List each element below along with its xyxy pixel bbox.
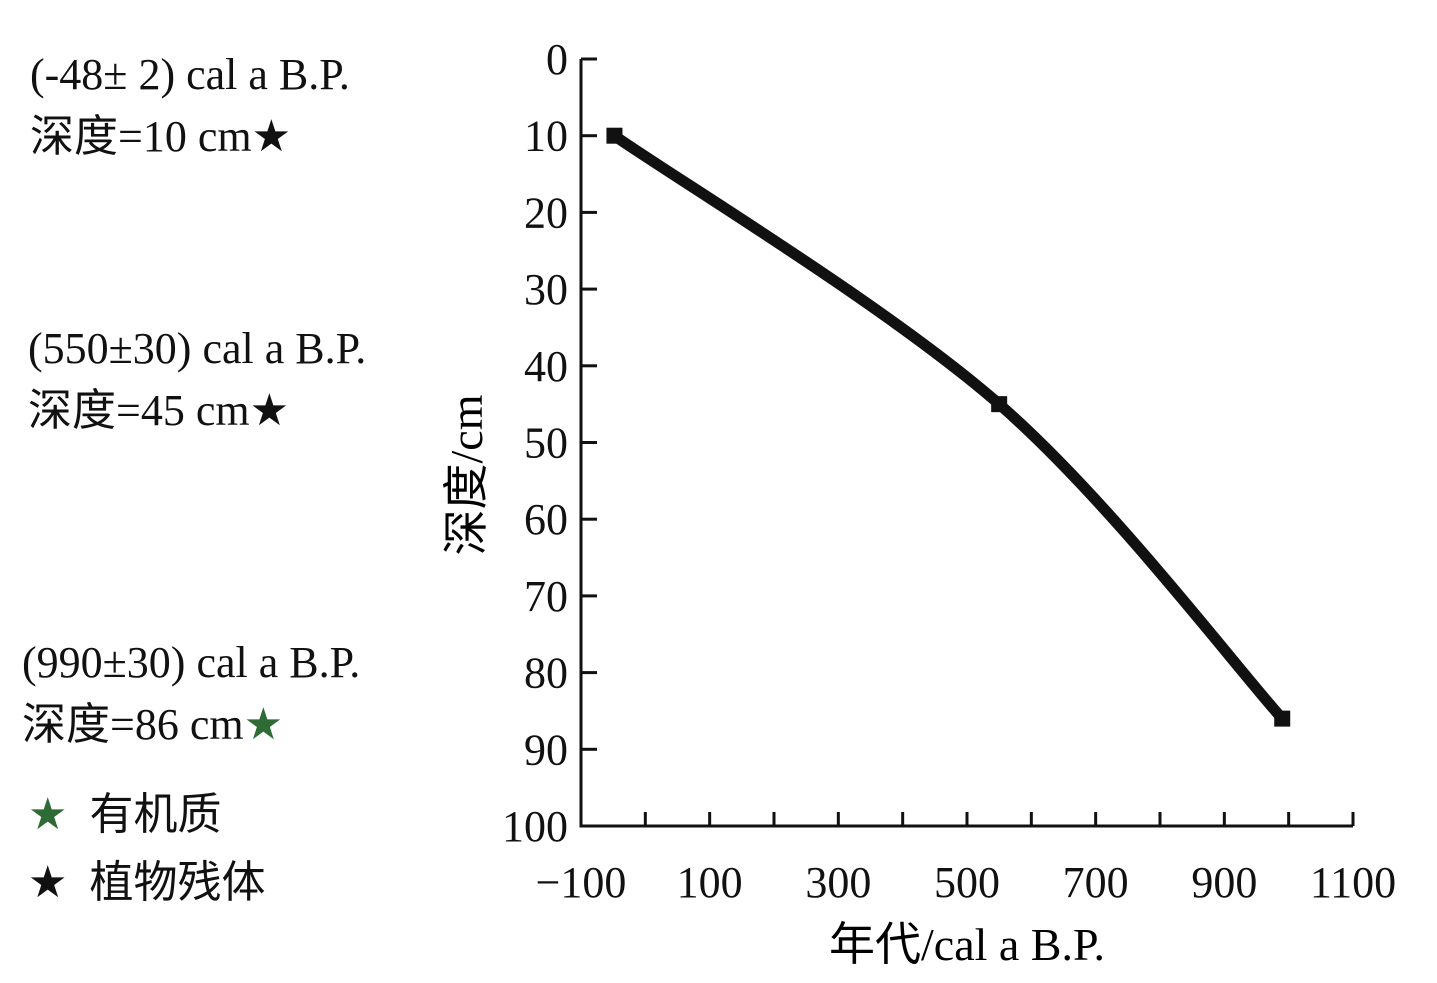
x-tick-label: 700 [1063,858,1129,907]
x-tick-label: 500 [934,858,1000,907]
y-tick-label: 100 [502,802,568,851]
annotation-depth: 深度=45 cm [28,386,250,435]
x-tick-label: −100 [536,858,627,907]
x-tick-label: 1100 [1310,858,1396,907]
y-tick-label: 90 [524,725,568,774]
y-tick-label: 60 [524,495,568,544]
x-tick-label: 900 [1191,858,1257,907]
annotation-sample-2: (550±30) cal a B.P. 深度=45 cm★ [28,318,366,442]
annotation-age: (550±30) cal a B.P. [28,324,367,373]
legend-label: 有机质 [89,790,222,839]
data-point [991,396,1008,413]
annotation-depth: 深度=10 cm [30,112,252,161]
y-tick-label: 50 [524,419,568,468]
data-point [1274,710,1291,727]
x-tick-label: 100 [677,858,743,907]
annotation-sample-3: (990±30) cal a B.P. 深度=86 cm★ [22,632,360,756]
annotation-age: (-48± 2) cal a B.P. [30,50,350,99]
y-tick-label: 20 [524,188,568,237]
annotation-depth-line: 深度=86 cm★ [22,694,360,756]
series-markers [606,127,1291,727]
y-tick-label: 30 [524,265,568,314]
annotation-depth-line: 深度=10 cm★ [30,106,350,168]
legend-item-plant-residue: ★ 植物残体 [28,846,265,910]
annotation-sample-1: (-48± 2) cal a B.P. 深度=10 cm★ [30,44,350,168]
legend-item-organic: ★ 有机质 [28,778,221,842]
y-tick-label: 80 [524,649,568,698]
x-axis-ticks: −100 100 300 500 700 900 1100 [536,812,1396,907]
y-tick-label: 40 [524,342,568,391]
y-axis-label: 深度/cm [441,394,492,555]
annotation-depth-line: 深度=45 cm★ [28,380,366,442]
y-axis-ticks: 0 10 20 30 40 50 60 70 80 90 100 [502,35,597,851]
x-axis-label: 年代/cal a B.P. [829,919,1105,970]
star-icon: ★ [28,789,68,840]
y-tick-label: 70 [524,572,568,621]
y-tick-label: 10 [524,112,568,161]
star-icon: ★ [28,857,68,908]
annotation-depth: 深度=86 cm [22,700,244,749]
data-point [606,127,623,144]
legend-label: 植物残体 [89,858,266,907]
axes [579,59,1353,828]
x-tick-label: 300 [805,858,871,907]
star-icon: ★ [243,699,284,750]
annotation-age: (990±30) cal a B.P. [22,638,361,687]
series-line [608,130,1288,725]
star-icon: ★ [251,111,292,162]
y-tick-label: 0 [546,35,568,84]
star-icon: ★ [249,385,290,436]
